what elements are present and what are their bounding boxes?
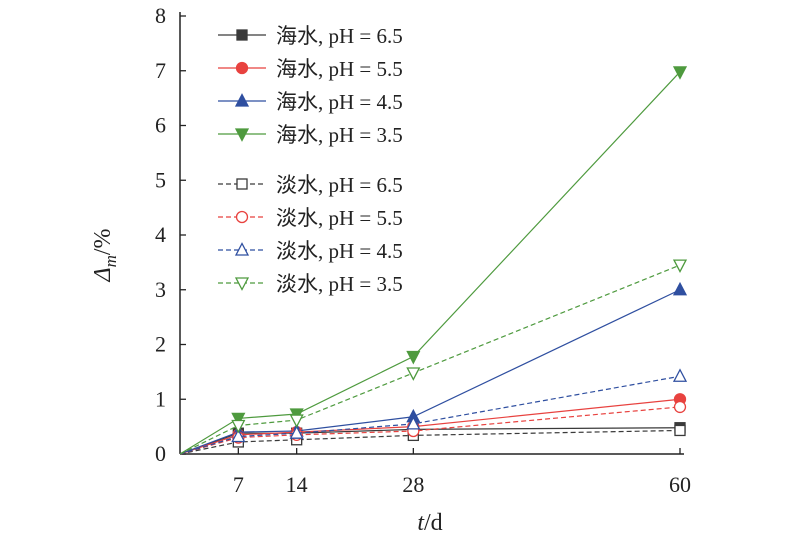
- legend-item: 淡水, pH = 6.5: [218, 173, 403, 197]
- y-tick-label: 2: [155, 332, 166, 357]
- data-point: [406, 415, 421, 430]
- y-axis-title-unit: /%: [90, 228, 116, 255]
- legend-item: 海水, pH = 6.5: [218, 24, 403, 48]
- x-tick-label: 60: [669, 472, 691, 497]
- legend-marker: [234, 277, 250, 291]
- y-tick-label: 5: [155, 167, 166, 192]
- series-line: [179, 398, 681, 455]
- series-group: [179, 66, 688, 455]
- chart-legend: 海水, pH = 6.5 海水, pH = 5.5 海水, pH = 4.5 海水, …: [218, 24, 403, 296]
- legend-marker: [236, 178, 248, 190]
- legend-label: 海水, pH = 6.5: [276, 24, 403, 48]
- legend-item: 淡水, pH = 3.5: [218, 272, 403, 296]
- legend-marker: [235, 210, 249, 224]
- legend-item: 淡水, pH = 5.5: [218, 206, 403, 230]
- series-group: [179, 368, 688, 455]
- legend-item: 海水, pH = 3.5: [218, 123, 403, 147]
- y-tick-label: 4: [155, 222, 166, 247]
- data-point: [406, 367, 421, 381]
- legend-marker: [234, 242, 250, 256]
- data-point: [672, 259, 688, 274]
- data-point: [231, 412, 246, 427]
- legend-marker: [235, 61, 249, 75]
- legend-label: 海水, pH = 4.5: [276, 90, 403, 114]
- series-group: [179, 422, 686, 455]
- legend-label: 淡水, pH = 6.5: [276, 173, 403, 197]
- legend-item: 淡水, pH = 4.5: [218, 239, 403, 263]
- y-tick-label: 8: [155, 3, 166, 28]
- legend-label: 淡水, pH = 3.5: [276, 272, 403, 296]
- x-axis-title-unit: /d: [424, 510, 443, 536]
- series-line: [179, 264, 681, 455]
- y-tick-label: 1: [155, 386, 166, 411]
- series-line: [179, 406, 681, 455]
- y-axis-title-main: Δ: [90, 267, 116, 282]
- data-point: [289, 414, 304, 428]
- x-axis-title: t/d: [417, 510, 442, 536]
- legend-label: 淡水, pH = 4.5: [276, 239, 403, 263]
- chart-axes: 0 1 2 3 4 5 6 7 8 7 14 28 60: [155, 3, 691, 497]
- data-point: [672, 281, 688, 296]
- legend-item: 海水, pH = 5.5: [218, 57, 403, 81]
- data-point: [231, 428, 246, 443]
- x-tick-label: 28: [402, 472, 424, 497]
- legend-label: 海水, pH = 3.5: [276, 123, 403, 147]
- legend-label: 淡水, pH = 5.5: [276, 206, 403, 230]
- legend-label: 海水, pH = 5.5: [276, 57, 403, 81]
- y-tick-label: 7: [155, 58, 166, 83]
- x-axis-title-var: t: [417, 510, 425, 536]
- data-point: [231, 419, 246, 434]
- legend-marker: [234, 128, 250, 142]
- data-point: [672, 368, 688, 382]
- y-axis-title: Δm/%: [90, 228, 120, 282]
- data-point: [672, 66, 688, 80]
- x-tick-label: 14: [286, 472, 308, 497]
- series-group: [179, 259, 688, 455]
- data-point: [673, 400, 687, 414]
- series-line: [179, 429, 681, 455]
- data-point: [406, 350, 421, 365]
- y-axis-title-sub: m: [101, 255, 120, 267]
- data-point: [289, 425, 304, 439]
- series-layer: [179, 66, 688, 455]
- series-line: [179, 375, 681, 455]
- series-line: [179, 71, 681, 455]
- x-tick-label: 7: [233, 472, 244, 497]
- legend-item: 海水, pH = 4.5: [218, 90, 403, 114]
- y-tick-label: 6: [155, 113, 166, 138]
- data-point: [674, 424, 686, 437]
- y-tick-label: 0: [155, 441, 166, 466]
- legend-marker: [234, 93, 250, 107]
- legend-marker: [236, 29, 248, 41]
- y-tick-label: 3: [155, 277, 166, 302]
